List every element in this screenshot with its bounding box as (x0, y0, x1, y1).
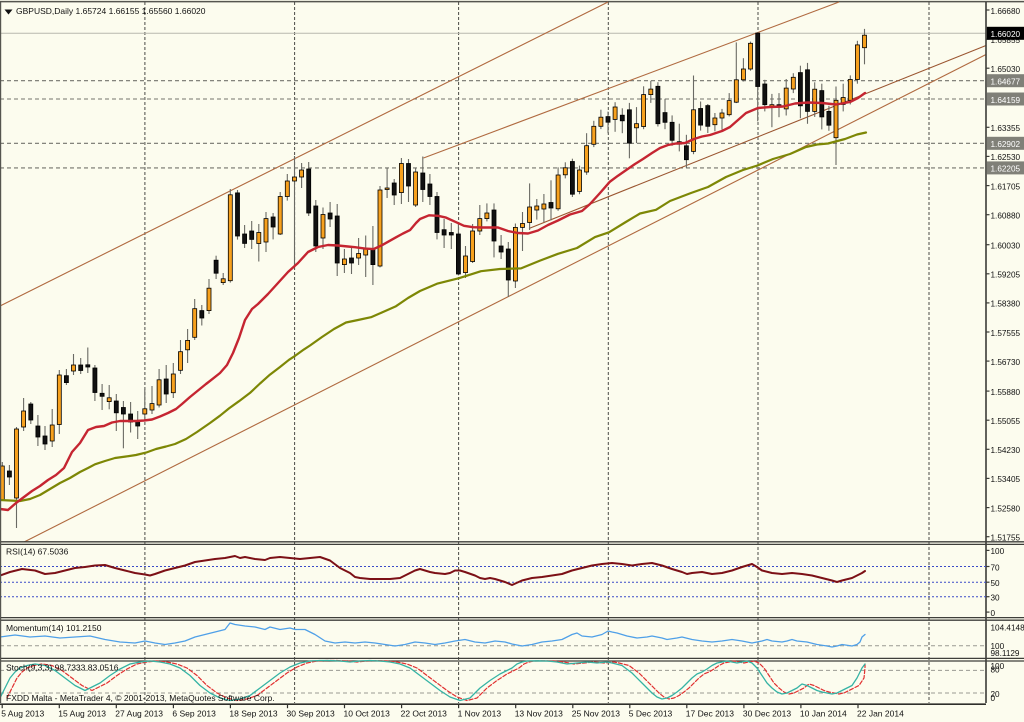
svg-text:5 Dec 2013: 5 Dec 2013 (629, 709, 673, 719)
svg-text:Stoch(9,3,3) 98.7333 83.0516: Stoch(9,3,3) 98.7333 83.0516 (6, 663, 119, 673)
svg-text:22 Oct 2013: 22 Oct 2013 (401, 709, 448, 719)
svg-text:0: 0 (991, 694, 996, 703)
svg-text:1.55055: 1.55055 (991, 417, 1021, 426)
svg-text:98.1129: 98.1129 (991, 649, 1020, 658)
svg-text:10 Jan 2014: 10 Jan 2014 (800, 709, 847, 719)
svg-text:1.65030: 1.65030 (991, 65, 1021, 74)
svg-text:25 Nov 2013: 25 Nov 2013 (572, 709, 620, 719)
svg-text:1.64159: 1.64159 (991, 96, 1021, 105)
svg-text:1.52580: 1.52580 (991, 504, 1021, 513)
svg-text:1.66020: 1.66020 (991, 30, 1021, 39)
svg-text:1.66680: 1.66680 (991, 7, 1021, 16)
svg-text:1.61705: 1.61705 (991, 182, 1021, 191)
svg-text:1.54230: 1.54230 (991, 446, 1021, 455)
svg-text:70: 70 (991, 563, 1001, 572)
svg-text:100: 100 (991, 642, 1005, 651)
svg-text:6 Sep 2013: 6 Sep 2013 (172, 709, 216, 719)
svg-text:100: 100 (991, 547, 1005, 556)
svg-text:1.64677: 1.64677 (991, 78, 1021, 87)
svg-text:104.4148: 104.4148 (991, 623, 1024, 632)
svg-text:17 Dec 2013: 17 Dec 2013 (686, 709, 734, 719)
svg-text:1.51755: 1.51755 (991, 534, 1021, 543)
svg-text:1.65855: 1.65855 (991, 36, 1021, 45)
svg-text:10 Oct 2013: 10 Oct 2013 (344, 709, 391, 719)
svg-text:1.63355: 1.63355 (991, 124, 1021, 133)
svg-text:FXDD Malta - MetaTrader 4, © 2: FXDD Malta - MetaTrader 4, © 2001-2013, … (6, 693, 275, 703)
svg-text:18 Sep 2013: 18 Sep 2013 (229, 709, 277, 719)
svg-text:80: 80 (991, 665, 1001, 674)
svg-text:27 Aug 2013: 27 Aug 2013 (115, 709, 163, 719)
svg-text:GBPUSD,Daily 1.65724 1.66155: GBPUSD,Daily 1.65724 1.66155 1.65560 1.6… (16, 6, 206, 16)
svg-text:RSI(14) 67.5036: RSI(14) 67.5036 (6, 547, 69, 557)
svg-text:1.56730: 1.56730 (991, 358, 1021, 367)
svg-text:20: 20 (991, 690, 1001, 699)
svg-text:30 Dec 2013: 30 Dec 2013 (743, 709, 791, 719)
svg-text:1 Nov 2013: 1 Nov 2013 (458, 709, 502, 719)
svg-text:30 Sep 2013: 30 Sep 2013 (287, 709, 335, 719)
svg-text:1.53405: 1.53405 (991, 475, 1021, 484)
svg-text:1.60030: 1.60030 (991, 242, 1021, 251)
svg-text:1.62530: 1.62530 (991, 153, 1021, 162)
svg-text:1.58380: 1.58380 (991, 300, 1021, 309)
svg-text:0: 0 (991, 609, 996, 618)
svg-text:1.60880: 1.60880 (991, 212, 1021, 221)
svg-text:15 Aug 2013: 15 Aug 2013 (58, 709, 106, 719)
svg-text:1.59205: 1.59205 (991, 271, 1021, 280)
svg-text:1.57555: 1.57555 (991, 329, 1021, 338)
svg-text:1.62902: 1.62902 (991, 140, 1021, 149)
svg-text:5 Aug 2013: 5 Aug 2013 (1, 709, 44, 719)
svg-text:30: 30 (991, 594, 1001, 603)
svg-text:Momentum(14) 101.2150: Momentum(14) 101.2150 (6, 623, 102, 633)
svg-text:1.62205: 1.62205 (991, 165, 1021, 174)
svg-text:22 Jan 2014: 22 Jan 2014 (857, 709, 904, 719)
svg-text:100: 100 (991, 662, 1005, 671)
svg-text:50: 50 (991, 579, 1001, 588)
svg-text:13 Nov 2013: 13 Nov 2013 (515, 709, 563, 719)
svg-text:1.55880: 1.55880 (991, 388, 1021, 397)
